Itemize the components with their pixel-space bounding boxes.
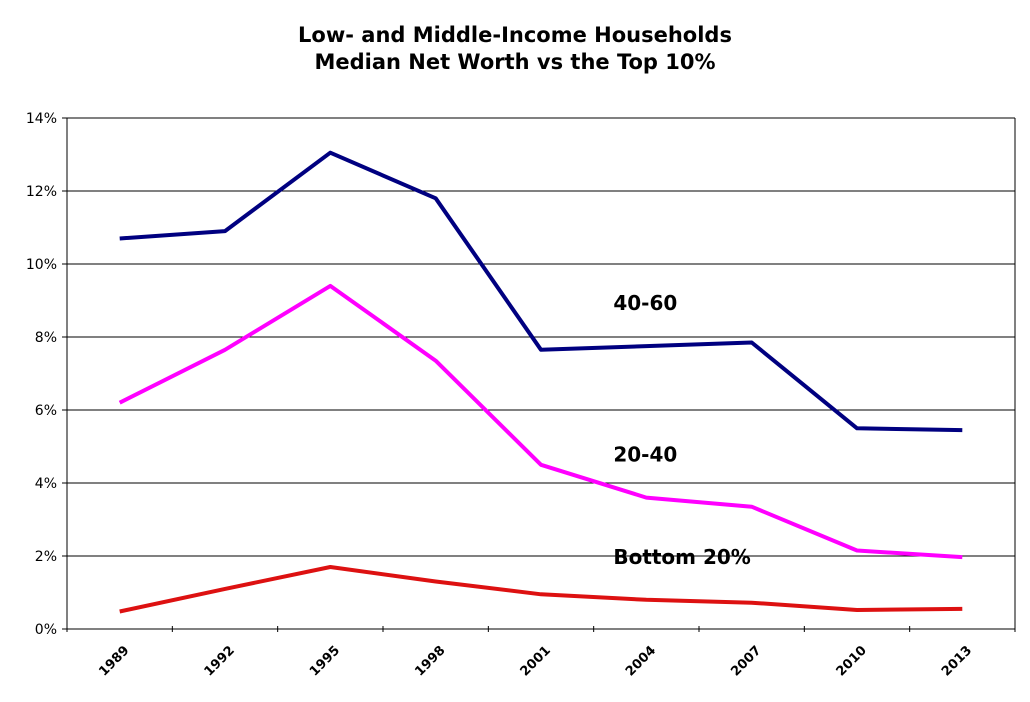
y-tick-label: 8% bbox=[35, 330, 57, 346]
x-tick-label: 2007 bbox=[728, 643, 764, 679]
y-tick-label: 10% bbox=[26, 257, 57, 273]
y-tick-label: 6% bbox=[35, 403, 57, 419]
chart-title-block: Low- and Middle-Income Households Median… bbox=[0, 22, 1030, 76]
x-tick-label: 1992 bbox=[202, 643, 238, 679]
series-lines bbox=[118, 150, 963, 614]
x-tick-labels: 1989 1992 1995 1998 2001 2004 2007 2010 2013 bbox=[96, 643, 975, 679]
gridlines bbox=[67, 117, 1015, 557]
y-tick-label: 2% bbox=[35, 549, 57, 565]
series-label: 40-60 bbox=[613, 291, 677, 315]
y-tick-label: 12% bbox=[26, 184, 57, 200]
axes bbox=[62, 117, 1016, 632]
y-tick-label: 4% bbox=[35, 476, 57, 492]
x-tick-label: 2010 bbox=[834, 643, 870, 679]
x-tick-label: 1989 bbox=[96, 643, 132, 679]
chart-subtitle: Median Net Worth vs the Top 10% bbox=[314, 50, 716, 74]
chart-title: Low- and Middle-Income Households bbox=[298, 23, 732, 47]
series-label: 20-40 bbox=[613, 443, 677, 467]
y-tick-labels: 0% 2% 4% 6% 8% 10% 12% 14% bbox=[26, 111, 57, 638]
x-tick-label: 1998 bbox=[412, 643, 448, 679]
x-tick-label: 2001 bbox=[518, 643, 554, 679]
series-line bbox=[119, 565, 963, 614]
x-tick-label: 2013 bbox=[939, 643, 975, 679]
y-tick-label: 0% bbox=[35, 622, 57, 638]
series-line bbox=[118, 283, 963, 560]
y-tick-label: 14% bbox=[26, 111, 57, 127]
x-tick-label: 2004 bbox=[623, 643, 659, 679]
series-line bbox=[119, 150, 963, 433]
series-labels: 40-60 20-40 Bottom 20% bbox=[613, 291, 751, 569]
x-tick-label: 1995 bbox=[307, 643, 343, 679]
series-label: Bottom 20% bbox=[613, 545, 751, 569]
